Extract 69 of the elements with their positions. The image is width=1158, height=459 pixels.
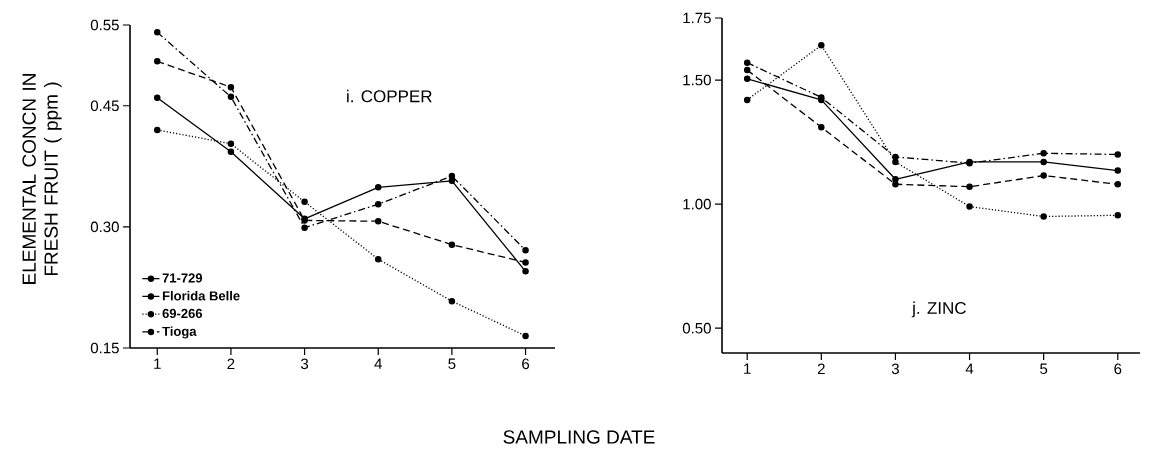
point [301,198,308,206]
point [892,153,899,161]
point [743,66,751,74]
point [743,75,751,83]
y-tick-label: 0.15 [90,342,119,354]
point [522,247,529,254]
y-tick-label: 1.75 [683,12,711,24]
point [743,59,751,66]
point [1114,151,1122,158]
x-tick-label: 3 [891,363,899,375]
point [1040,158,1047,166]
x-tick-label: 3 [300,358,309,370]
point [892,158,899,166]
point [374,255,382,263]
point [1114,167,1122,174]
point [448,297,456,305]
point [743,96,751,104]
point [227,140,235,147]
point [154,126,161,134]
y-axis-title: ELEMENTAL CONCN IN FRESH FRUIT ( ppm ) [22,74,62,284]
point [818,123,825,131]
y-tick-label: 0.45 [90,100,119,112]
legend-label: 71-729 [162,273,203,283]
point [301,224,308,231]
point [522,268,529,275]
x-tick-label: 6 [522,358,530,370]
x-tick-label: 1 [154,358,161,369]
y-tick-label: 0.30 [90,221,119,233]
point [374,201,382,208]
point [1114,212,1122,219]
point [1114,181,1122,188]
point [154,29,161,36]
point [892,176,899,183]
point [1040,149,1047,157]
legend-label: Florida Belle [162,290,240,301]
x-axis-title: SAMPLING DATE [503,430,655,444]
x-tick-label: 2 [817,363,825,375]
x-tick-label: 2 [227,358,235,370]
y-tick-label: 1.00 [683,198,711,210]
point [154,58,161,65]
point [374,184,382,191]
point [227,148,235,156]
x-tick-label: 1 [744,363,751,374]
point [374,217,382,225]
point [448,241,456,248]
x-tick-label: 5 [448,358,456,369]
point [818,42,825,49]
y-tick-label: 1.50 [683,74,711,86]
point [448,177,456,185]
point [227,93,235,101]
x-tick-label: 4 [965,363,974,374]
legend-label: Tioga [162,326,197,339]
y-tick-label: 0.55 [90,19,119,31]
point [522,332,529,340]
legend-label: 69-266 [162,308,203,319]
y-tick-label: 0.50 [682,322,711,334]
text: j. ZINC [911,301,966,318]
x-tick-label: 5 [1040,363,1048,374]
x-tick-label: 4 [374,358,382,369]
point [1040,213,1047,220]
point [966,183,973,190]
point [966,203,973,210]
point [154,94,161,101]
x-tick-label: 6 [1114,363,1122,375]
text: i. COPPER [347,89,432,103]
point [892,181,899,188]
point [227,83,235,91]
point [522,259,529,266]
point [1040,172,1047,179]
